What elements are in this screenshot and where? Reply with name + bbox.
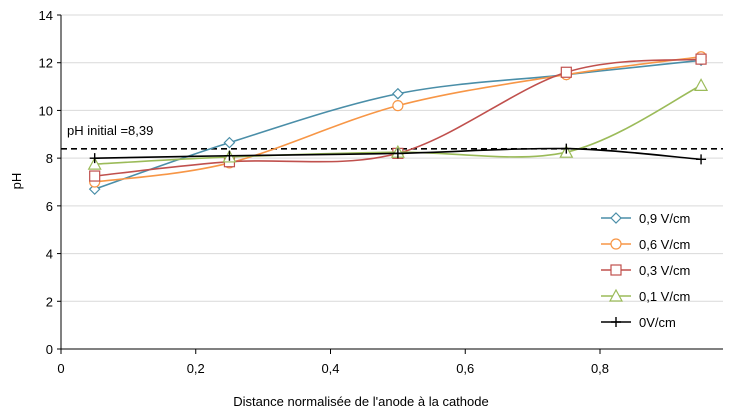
x-tick-label: 0,2 (187, 361, 205, 376)
series-line (94, 55, 702, 183)
reference-line-label: pH initial =8,39 (67, 123, 153, 138)
x-tick-label: 0,8 (591, 361, 609, 376)
data-point (696, 154, 707, 165)
legend-label: 0,1 V/cm (639, 289, 690, 304)
legend-label: 0,3 V/cm (639, 263, 690, 278)
legend-label: 0V/cm (639, 315, 676, 330)
y-tick-label: 10 (39, 103, 53, 118)
legend-label: 0,9 V/cm (639, 211, 690, 226)
data-point (695, 53, 707, 65)
legend-marker (611, 317, 621, 327)
y-tick-label: 12 (39, 56, 53, 71)
legend-marker (610, 264, 622, 276)
data-point (561, 143, 572, 154)
y-tick-label: 6 (46, 199, 53, 214)
data-point (392, 100, 404, 112)
data-point (392, 87, 404, 100)
data-point (87, 156, 102, 170)
data-point (392, 148, 403, 159)
x-tick-label: 0,4 (321, 361, 339, 376)
series-2 (89, 53, 707, 182)
legend-marker (610, 212, 622, 224)
x-tick-label: 0 (57, 361, 64, 376)
data-point (89, 170, 101, 182)
y-tick-label: 0 (46, 342, 53, 357)
series-line (94, 59, 702, 190)
y-tick-label: 14 (39, 8, 53, 23)
y-tick-label: 2 (46, 294, 53, 309)
data-point (223, 136, 236, 149)
legend: 0,9 V/cm 0,6 V/cm 0,3 V/cm 0,1 V/cm 0V/cm (601, 211, 690, 330)
y-tick-label: 4 (46, 247, 53, 262)
legend-label: 0,6 V/cm (639, 237, 690, 252)
legend-item: 0,1 V/cm (601, 288, 690, 304)
y-axis-title: pH (9, 173, 24, 190)
legend-item: 0V/cm (601, 315, 676, 330)
legend-marker (610, 238, 622, 250)
data-point (694, 78, 709, 91)
series-layer (87, 51, 709, 196)
x-tick-label: 0,6 (456, 361, 474, 376)
legend-marker (608, 288, 624, 302)
data-point (560, 66, 572, 78)
x-axis-title: Distance normalisée de l'anode à la cath… (233, 394, 488, 409)
axes-layer: 0 2 4 6 8 10 12 14 0 0,2 0,4 0,6 0,8 (39, 8, 723, 376)
data-point (224, 150, 235, 161)
legend-item: 0,3 V/cm (601, 263, 690, 278)
legend-item: 0,9 V/cm (601, 211, 690, 226)
series-4 (89, 143, 707, 165)
legend-item: 0,6 V/cm (601, 237, 690, 252)
grid-layer (61, 14, 723, 302)
y-tick-label: 8 (46, 151, 53, 166)
series-0 (88, 54, 707, 196)
data-point (89, 153, 100, 164)
